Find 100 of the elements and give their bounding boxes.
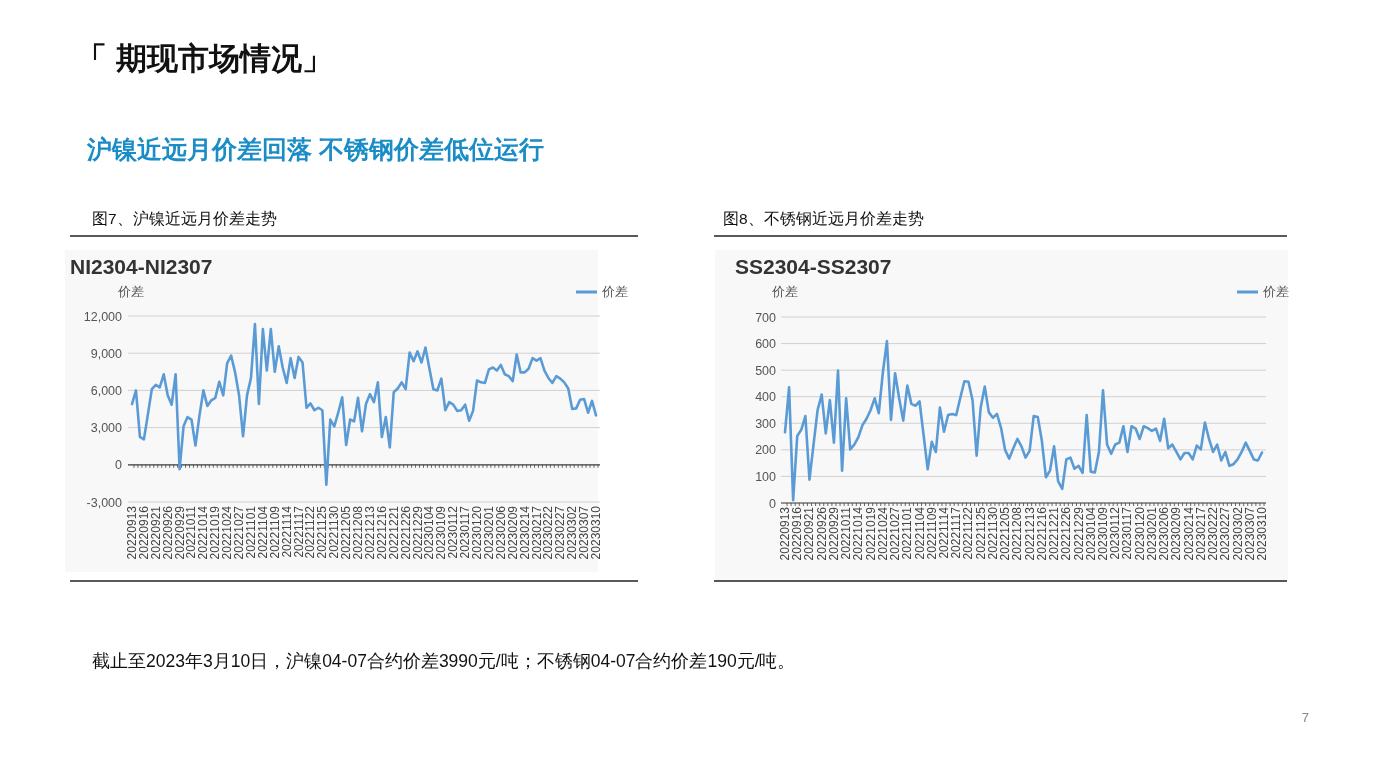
- text: 截止至2023年3月10日，沪镍04-07合约价差3990元/吨；不锈钢04-07合约价差190元/吨。: [92, 651, 796, 671]
- y-tick-label: 0: [115, 458, 123, 473]
- x-tick-label: 20220921: [148, 505, 163, 560]
- x-tick-label: 20230307: [1242, 506, 1257, 561]
- x-tick-label: 20221014: [196, 505, 211, 560]
- x-tick-label: 20221109: [267, 505, 282, 559]
- x-tick-label: 20230214: [1181, 506, 1196, 561]
- x-tick-label: 20230217: [1193, 506, 1208, 561]
- x-tick-label: 20221019: [863, 506, 878, 561]
- text: 沪镍近远月价差回落 不锈钢价差低位运行: [86, 135, 544, 163]
- x-tick-label: 20230109: [434, 505, 449, 560]
- y-tick-label: 9,000: [90, 346, 123, 361]
- x-tick-label: 20230307: [577, 505, 592, 560]
- x-tick-label: 20221117: [291, 505, 306, 558]
- x-tick-label: 20221014: [851, 506, 866, 561]
- x-tick-label: 20221101: [900, 506, 915, 560]
- x-tick-label: 20221011: [839, 506, 854, 560]
- x-tick-label: 20230206: [1157, 506, 1172, 561]
- x-tick-label: 20230206: [493, 505, 508, 560]
- x-tick-label: 20221208: [1010, 506, 1025, 561]
- chart-subtitle: 图8、不锈钢近远月价差走势: [723, 210, 924, 227]
- x-tick-label: 20221114: [937, 506, 951, 559]
- y-tick-label: 100: [755, 469, 777, 484]
- legend-label: 价差: [1262, 285, 1289, 299]
- x-tick-label: 20220926: [814, 506, 829, 561]
- x-tick-label: 20221024: [220, 505, 235, 560]
- text: 7: [1301, 710, 1309, 725]
- x-tick-label: 20221205: [339, 505, 354, 560]
- x-tick-label: 20220929: [826, 506, 841, 561]
- x-tick-label: 20230104: [422, 505, 437, 560]
- x-tick-label: 20221024: [875, 506, 890, 561]
- x-tick-label: 20230227: [1218, 506, 1233, 561]
- x-tick-label: 20230310: [1255, 506, 1269, 561]
- legend-label: 价差: [601, 285, 628, 299]
- y-tick-label: 12,000: [83, 309, 123, 324]
- x-tick-label: 20221114: [279, 505, 294, 558]
- text: 「 期现市场情况」: [76, 41, 333, 76]
- x-tick-label: 20230120: [1132, 506, 1147, 561]
- x-tick-label: 20221226: [398, 505, 413, 560]
- x-tick-label: 20220916: [790, 506, 805, 561]
- y-tick-label: 200: [755, 443, 777, 458]
- y-tick-label: 3,000: [90, 421, 123, 436]
- x-tick-label: 20230217: [529, 505, 544, 560]
- x-tick-label: 20221221: [1047, 506, 1062, 561]
- x-tick-label: 20230117: [458, 505, 473, 559]
- x-tick-label: 20230209: [505, 505, 520, 560]
- x-tick-label: 20221117: [949, 506, 964, 559]
- x-tick-label: 20221125: [973, 506, 988, 560]
- y-tick-label: 300: [755, 416, 777, 431]
- x-tick-label: 20221221: [386, 505, 401, 560]
- x-tick-label: 20230227: [553, 505, 568, 560]
- x-tick-label: 20221213: [1022, 506, 1037, 561]
- x-tick-label: 20230222: [541, 505, 556, 560]
- x-tick-label: 20221027: [888, 506, 903, 561]
- y-tick-label: 600: [755, 337, 777, 352]
- x-tick-label: 20230117: [1120, 506, 1135, 560]
- y-tick-label: 0: [769, 496, 777, 511]
- y-axis-title: 价差: [771, 285, 798, 299]
- x-tick-label: 20221205: [998, 506, 1013, 561]
- x-tick-label: 20221216: [374, 505, 389, 560]
- y-tick-label: 700: [755, 310, 777, 325]
- chart-title: SS2304-SS2307: [735, 255, 892, 278]
- x-tick-label: 20221019: [208, 505, 223, 560]
- x-tick-label: 20230302: [565, 505, 580, 560]
- y-tick-label: 6,000: [90, 383, 123, 398]
- x-tick-label: 20221104: [912, 506, 927, 560]
- x-tick-label: 20221130: [327, 505, 342, 559]
- chart-subtitle: 图7、沪镍近远月价差走势: [92, 210, 277, 227]
- x-tick-label: 20220929: [172, 505, 187, 560]
- x-tick-label: 20221125: [315, 505, 330, 559]
- x-tick-label: 20221226: [1059, 506, 1074, 561]
- x-tick-label: 20221122: [303, 505, 318, 559]
- x-tick-label: 20220913: [125, 505, 139, 560]
- x-tick-label: 20230214: [517, 505, 532, 560]
- x-tick-label: 20220913: [778, 506, 792, 561]
- x-tick-label: 20230112: [1108, 506, 1123, 560]
- x-tick-label: 20221109: [924, 506, 939, 560]
- y-tick-label: 500: [755, 363, 777, 378]
- x-tick-label: 20220921: [802, 506, 817, 561]
- x-tick-label: 20230112: [446, 505, 461, 559]
- chart-title: NI2304-NI2307: [70, 255, 213, 278]
- x-tick-label: 20230209: [1169, 506, 1184, 561]
- y-tick-label: 400: [755, 390, 777, 405]
- y-axis-title: 价差: [117, 285, 144, 299]
- x-tick-label: 20221130: [985, 506, 1000, 560]
- x-tick-label: 20230201: [1144, 506, 1159, 561]
- x-tick-label: 20221011: [184, 505, 199, 559]
- x-tick-label: 20220926: [160, 505, 175, 560]
- y-tick-label: -3,000: [86, 495, 123, 510]
- x-tick-label: 20230222: [1206, 506, 1221, 561]
- x-tick-label: 20221216: [1034, 506, 1049, 561]
- x-tick-label: 20230109: [1096, 506, 1110, 561]
- x-tick-label: 20230104: [1083, 506, 1098, 561]
- x-tick-label: 20221122: [961, 506, 976, 560]
- x-tick-label: 20221229: [410, 505, 425, 560]
- x-tick-label: 20230302: [1230, 506, 1245, 561]
- x-tick-label: 20220916: [136, 505, 151, 560]
- x-tick-label: 20221229: [1071, 506, 1086, 561]
- x-tick-label: 20221104: [255, 505, 270, 559]
- x-tick-label: 20230310: [589, 505, 603, 560]
